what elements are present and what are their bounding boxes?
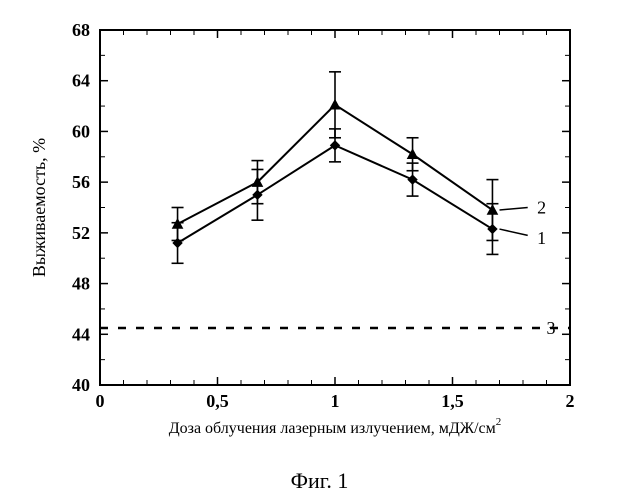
svg-text:0: 0 xyxy=(96,391,105,411)
svg-text:Выживаемость, %: Выживаемость, % xyxy=(29,138,49,277)
svg-text:56: 56 xyxy=(72,172,90,192)
svg-text:2: 2 xyxy=(537,198,546,218)
svg-text:52: 52 xyxy=(72,223,90,243)
svg-text:2: 2 xyxy=(566,391,575,411)
svg-text:3: 3 xyxy=(547,318,556,338)
svg-text:40: 40 xyxy=(72,375,90,395)
svg-text:44: 44 xyxy=(72,324,90,344)
svg-text:48: 48 xyxy=(72,274,90,294)
figure-container: 0 0,5 1 1,5 2 40 44 48 52 56 60 64 68 Выживаемость, %… xyxy=(0,0,639,500)
svg-text:Доза облучения лазерным излуче: Доза облучения лазерным излучением, мДЖ/… xyxy=(169,416,502,437)
line-chart: 0 0,5 1 1,5 2 40 44 48 52 56 60 64 68 Выживаемость, %… xyxy=(0,0,639,500)
svg-text:1: 1 xyxy=(537,228,546,248)
svg-text:1: 1 xyxy=(331,391,340,411)
svg-text:0,5: 0,5 xyxy=(206,391,229,411)
svg-text:64: 64 xyxy=(72,71,90,91)
svg-text:68: 68 xyxy=(72,20,90,40)
svg-text:60: 60 xyxy=(72,121,90,141)
figure-caption: Фиг. 1 xyxy=(0,468,639,494)
svg-text:1,5: 1,5 xyxy=(441,391,464,411)
